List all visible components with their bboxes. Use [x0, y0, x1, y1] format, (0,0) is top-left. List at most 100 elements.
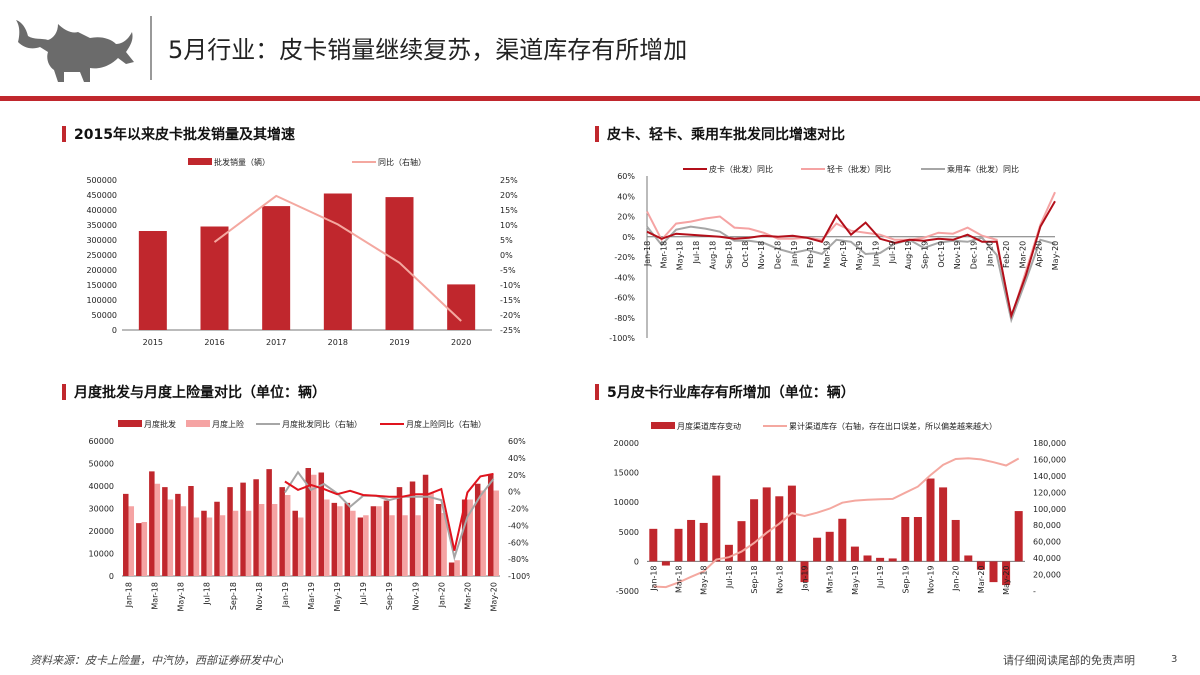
panel-title-yoy-compare-text: 皮卡、轻卡、乘用车批发同比增速对比 — [607, 127, 845, 143]
inventory-change-bar — [850, 546, 859, 562]
x-tick-label: Jul-18 — [725, 565, 734, 589]
x-tick-label: Oct-18 — [741, 241, 750, 268]
wholesale-bar — [136, 523, 142, 576]
x-tick-label: Aug-19 — [904, 241, 913, 270]
x-tick-label: Nov-19 — [953, 241, 962, 269]
y-tick-label: 100000 — [86, 296, 117, 305]
y-tick-label: 300000 — [86, 236, 117, 245]
y-tick-label: 25% — [500, 176, 518, 185]
panel-title-marker — [595, 126, 599, 142]
x-tick-label: Nov-18 — [775, 565, 784, 593]
wholesale-bar — [253, 479, 259, 576]
x-tick-label: May-19 — [333, 582, 342, 611]
panel-title-yoy-compare: 皮卡、轻卡、乘用车批发同比增速对比 — [595, 124, 845, 144]
x-tick-label: May-20 — [1051, 241, 1060, 270]
x-tick-label: Jan-19 — [790, 241, 799, 267]
panel-title-annual-sales: 2015年以来皮卡批发销量及其增速 — [62, 124, 295, 144]
insured-bar — [337, 506, 343, 576]
x-tick-label: Mar-20 — [463, 582, 472, 610]
insured-bar — [154, 483, 161, 576]
y-tick-label: 60% — [508, 437, 526, 446]
x-tick-label: Jan-19 — [801, 565, 810, 591]
inventory-change-bar — [989, 561, 998, 583]
inventory-change-bar — [888, 558, 897, 562]
x-tick-label: Jan-19 — [281, 582, 290, 608]
y-tick-label: 120,000 — [1033, 488, 1066, 497]
sales-bar — [323, 193, 352, 330]
legend-label: 皮卡（批发）同比 — [709, 164, 773, 174]
y-tick-label: -20% — [500, 311, 520, 320]
y-tick-label: -80% — [614, 314, 635, 323]
inventory-change-bar — [926, 478, 935, 562]
y-tick-label: 200000 — [86, 266, 117, 275]
passenger-car-yoy-line — [646, 225, 1056, 324]
insured-bar — [454, 560, 460, 576]
wholesale-bar — [227, 487, 233, 576]
y-tick-label: 40% — [617, 192, 635, 201]
disclaimer-link[interactable]: 请仔细阅读尾部的免责声明 — [1003, 654, 1135, 667]
y-tick-label: 150000 — [86, 281, 117, 290]
inventory-change-bar — [775, 496, 784, 562]
x-tick-label: Jul-18 — [203, 582, 212, 606]
source-note: 资料来源：皮卡上险量，中汽协，西部证券研发中心 — [30, 654, 283, 667]
wholesale-bar — [292, 510, 298, 576]
insured-bar — [245, 510, 252, 576]
panel-title-inventory-text: 5月皮卡行业库存有所增加（单位：辆） — [607, 385, 855, 401]
y-tick-label: -60% — [614, 294, 635, 303]
wholesale-bar — [162, 487, 168, 576]
y-tick-label: 50000 — [89, 460, 114, 469]
y-tick-label: -25% — [500, 326, 520, 335]
bull-logo — [16, 20, 134, 82]
legend-swatch — [651, 422, 675, 429]
wholesale-bar — [370, 506, 377, 576]
x-tick-label: May-19 — [855, 241, 864, 270]
inventory-change-bar — [649, 528, 658, 562]
x-tick-label: Feb-19 — [806, 241, 815, 268]
panel-title-annual-sales-text: 2015年以来皮卡批发销量及其增速 — [74, 127, 295, 143]
legend-label: 月度渠道库存变动 — [677, 421, 741, 431]
panel-title-monthly-compare-text: 月度批发与月度上险量对比（单位：辆） — [74, 385, 326, 401]
y-tick-label: -5% — [500, 266, 516, 275]
inventory-change-bar — [964, 555, 973, 562]
x-tick-label: 2019 — [389, 338, 409, 347]
sales-bar — [200, 226, 229, 330]
wholesale-bar — [474, 483, 481, 576]
x-tick-label: May-20 — [1002, 565, 1011, 594]
y-tick-label: 60000 — [89, 437, 114, 446]
inventory-change-bar — [1002, 561, 1011, 586]
panel-title-inventory: 5月皮卡行业库存有所增加（单位：辆） — [595, 382, 855, 402]
x-tick-label: Mar-20 — [1018, 241, 1027, 269]
y-tick-label: 50000 — [92, 311, 117, 320]
y-tick-label: -40% — [614, 273, 635, 282]
wholesale-bar — [448, 562, 455, 576]
insured-bar — [219, 515, 226, 576]
wholesale-bar — [357, 517, 364, 576]
x-tick-label: Feb-20 — [1002, 241, 1011, 268]
inventory-change-bar — [750, 499, 759, 562]
y-tick-label: 10000 — [614, 498, 639, 507]
insured-bar — [297, 517, 304, 576]
y-tick-label: -5000 — [616, 587, 639, 596]
legend-label: 同比（右轴） — [378, 157, 426, 167]
y-tick-label: 160,000 — [1033, 455, 1066, 464]
insured-bar — [350, 510, 356, 576]
legend-swatch — [186, 420, 210, 427]
x-tick-label: Sep-18 — [229, 582, 238, 610]
wholesale-bar — [149, 471, 155, 576]
inventory-change-bar — [674, 528, 683, 562]
yoy-compare-chart: 皮卡（批发）同比 轻卡（批发）同比 乘用车（批发）同比 60% 40% 20% 0% -20%… — [609, 164, 1060, 343]
insured-bar — [206, 517, 213, 576]
header-divider — [150, 16, 152, 80]
inventory-change-bar — [813, 537, 822, 562]
y-tick-label: -20% — [508, 505, 529, 514]
y-tick-label: 60% — [617, 172, 635, 181]
x-tick-label: Nov-18 — [255, 582, 264, 610]
sales-bar — [447, 284, 476, 330]
x-tick-label: May-19 — [851, 565, 860, 594]
y-tick-label: 20% — [617, 213, 635, 222]
inventory-change-bar — [825, 531, 834, 562]
y-tick-label: 450000 — [86, 191, 117, 200]
x-tick-label: 2016 — [204, 338, 224, 347]
y-tick-label: 350000 — [86, 221, 117, 230]
x-tick-label: Jan-18 — [643, 241, 652, 267]
